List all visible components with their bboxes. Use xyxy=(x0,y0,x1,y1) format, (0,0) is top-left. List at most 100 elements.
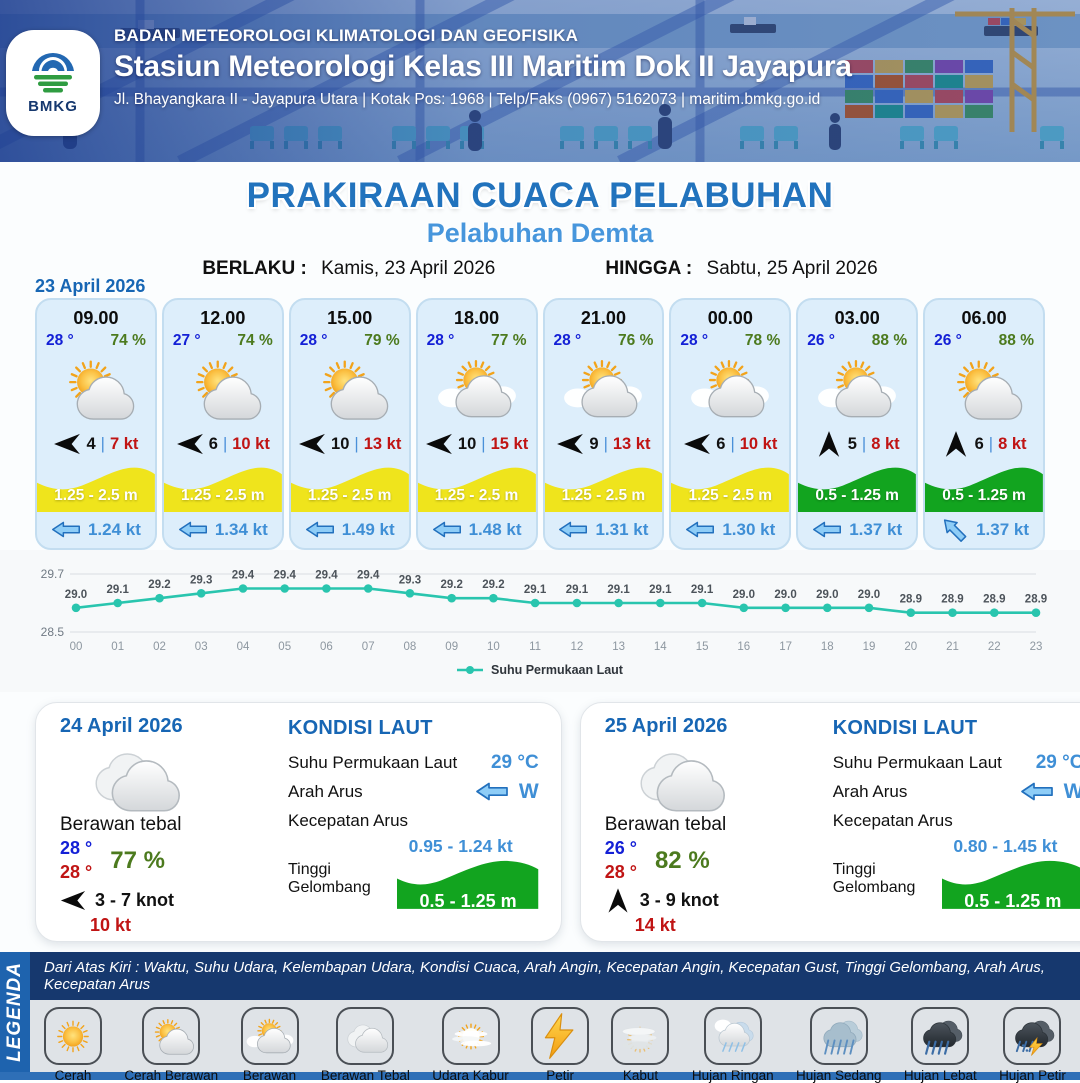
wave-height-band: 0.5 - 1.25 m xyxy=(798,459,917,512)
forecast-time: 21.00 xyxy=(580,308,626,328)
daily-humidity: 77 % xyxy=(110,846,165,874)
current-speed: 1.34 kt xyxy=(214,519,268,539)
title-section: PRAKIRAAN CUACA PELABUHAN Pelabuhan Demt… xyxy=(0,162,1080,298)
sst-line-chart: 29.7 28.5 29.0 29.1 29.2 29.3 29.4 29.4 29.4 29.4… xyxy=(30,558,1050,663)
cerah-berawan-icon xyxy=(37,350,155,430)
legend-item: Cerah Berawan xyxy=(124,1007,218,1083)
svg-text:17: 17 xyxy=(779,641,792,653)
svg-text:29.4: 29.4 xyxy=(315,570,338,582)
cerah-berawan-icon xyxy=(925,350,1043,430)
berlaku-value: Kamis, 23 April 2026 xyxy=(321,258,496,279)
current-speed: 1.37 kt xyxy=(976,519,1030,539)
forecast-time: 15.00 xyxy=(327,308,373,328)
bottom-strip xyxy=(0,1072,1080,1080)
udara-kabur-icon xyxy=(441,1007,500,1065)
forecast-card: 09.00 28 ° 74 % 4 | 7 kt 1.25 - 2.5 m 1.… xyxy=(35,298,157,550)
svg-text:16: 16 xyxy=(737,641,750,653)
legend-item: Berawan xyxy=(240,1007,299,1083)
legend-band: LEGENDA Dari Atas Kiri : Waktu, Suhu Uda… xyxy=(0,952,1080,1083)
current-speed: 1.37 kt xyxy=(849,519,903,539)
svg-text:07: 07 xyxy=(362,641,375,653)
air-temperature: 26 ° xyxy=(807,332,835,349)
hingga-value: Sabtu, 25 April 2026 xyxy=(706,258,878,279)
air-temperature: 28 ° xyxy=(299,332,328,349)
svg-text:11: 11 xyxy=(529,641,541,653)
legend-vertical-strip: LEGENDA xyxy=(0,952,30,1072)
svg-text:28.9: 28.9 xyxy=(900,594,922,606)
daily-humidity: 82 % xyxy=(654,846,710,874)
current-direction-icon xyxy=(178,520,208,539)
wind-speed: 9 xyxy=(589,434,599,453)
berawan-icon xyxy=(240,1007,299,1065)
humidity: 88 % xyxy=(998,332,1034,349)
daily-wind-direction-icon xyxy=(60,889,86,912)
daily-temp-min: 28 ° xyxy=(604,862,637,882)
forecast-time: 06.00 xyxy=(961,308,1007,328)
gust-speed: 10 kt xyxy=(232,434,270,453)
wave-height: 1.25 - 2.5 m xyxy=(688,486,773,504)
daily-date: 24 April 2026 xyxy=(60,715,183,737)
wind-speed: 10 xyxy=(331,434,350,453)
current-row: 1.49 kt xyxy=(291,512,409,548)
wave-height-band: 1.25 - 2.5 m xyxy=(544,459,663,512)
wave-badge-shape xyxy=(942,860,1080,909)
wind-direction-icon xyxy=(53,432,81,456)
legend-item: Udara Kabur xyxy=(432,1007,509,1083)
svg-text:03: 03 xyxy=(195,641,208,653)
current-speed: 1.49 kt xyxy=(341,519,395,539)
wind-row: 6 | 8 kt xyxy=(925,430,1043,459)
legend-item: Cerah xyxy=(44,1007,102,1083)
svg-text:29.0: 29.0 xyxy=(774,589,796,601)
separator: | xyxy=(988,434,994,453)
current-direction-icon xyxy=(939,519,969,543)
sst-value: 29 °C xyxy=(1035,751,1080,773)
cerah-berawan-icon xyxy=(291,350,409,430)
forecast-time: 12.00 xyxy=(200,308,246,328)
daily-wind-range: 3 - 7 knot xyxy=(95,890,175,910)
sst-value: 29 °C xyxy=(490,751,539,773)
forecast-card: 18.00 28 ° 77 % 10 | 15 kt 1.25 - 2.5 m … xyxy=(415,298,538,550)
current-row: 1.37 kt xyxy=(925,512,1043,548)
port-name: Pelabuhan Demta xyxy=(426,218,654,248)
daily-wave-height: 0.5 - 1.25 m xyxy=(964,891,1062,911)
current-speed: 1.30 kt xyxy=(722,519,776,539)
wave-height-badge: 0.5 - 1.25 m xyxy=(397,855,539,919)
wave-height-band: 0.5 - 1.25 m xyxy=(925,459,1043,512)
cerah-icon xyxy=(44,1007,102,1065)
sst-label: Suhu Permukaan Laut xyxy=(832,752,1002,772)
legend-item-label: Hujan Petir xyxy=(999,1068,1066,1083)
air-temperature: 28 ° xyxy=(553,332,582,349)
svg-text:20: 20 xyxy=(904,641,917,653)
wind-direction-icon xyxy=(176,432,204,456)
wind-speed: 5 xyxy=(847,434,857,453)
svg-text:28.9: 28.9 xyxy=(941,594,963,606)
legend-item-label: Hujan Sedang xyxy=(795,1068,882,1083)
legend-item: Berawan Tebal xyxy=(321,1007,410,1083)
svg-text:12: 12 xyxy=(571,641,584,653)
wind-speed: 4 xyxy=(86,434,96,453)
separator: | xyxy=(100,434,105,453)
chart-legend-marker xyxy=(457,666,483,674)
agency-name: BADAN METEOROLOGI KLIMATOLOGI DAN GEOFIS… xyxy=(114,26,579,45)
daily-condition: Berawan tebal xyxy=(60,814,182,835)
forecast-card: 21.00 28 ° 76 % 9 | 13 kt 1.25 - 2.5 m 1… xyxy=(542,298,665,550)
daily-condition: Berawan tebal xyxy=(604,814,727,835)
svg-text:29.3: 29.3 xyxy=(190,574,212,586)
svg-text:29.4: 29.4 xyxy=(232,570,255,582)
svg-text:14: 14 xyxy=(654,641,667,653)
gust-speed: 8 kt xyxy=(871,434,900,453)
sst-label: Suhu Permukaan Laut xyxy=(288,752,458,772)
wave-height: 0.5 - 1.25 m xyxy=(815,486,899,504)
wave-height: 1.25 - 2.5 m xyxy=(307,486,392,504)
current-direction-icon xyxy=(51,520,81,539)
svg-text:23: 23 xyxy=(1030,641,1043,653)
legend-item-label: Berawan Tebal xyxy=(320,1068,410,1083)
current-row: 1.24 kt xyxy=(37,512,155,548)
forecast-card: 03.00 26 ° 88 % 5 | 8 kt 0.5 - 1.25 m 1.… xyxy=(796,298,919,550)
svg-text:29.1: 29.1 xyxy=(566,584,589,596)
separator: | xyxy=(222,434,228,453)
wave-height-band: 1.25 - 2.5 m xyxy=(417,459,536,512)
svg-text:01: 01 xyxy=(111,641,124,653)
wind-speed: 10 xyxy=(457,434,477,453)
svg-text:29.7: 29.7 xyxy=(41,567,65,581)
